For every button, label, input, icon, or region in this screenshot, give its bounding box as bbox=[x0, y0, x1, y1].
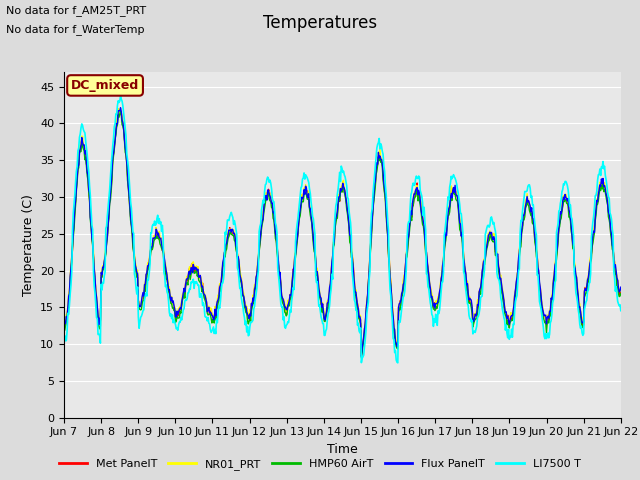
Text: No data for f_AM25T_PRT: No data for f_AM25T_PRT bbox=[6, 5, 147, 16]
Text: Temperatures: Temperatures bbox=[263, 14, 377, 33]
X-axis label: Time: Time bbox=[327, 443, 358, 456]
Text: No data for f_WaterTemp: No data for f_WaterTemp bbox=[6, 24, 145, 35]
Legend: Met PanelT, NR01_PRT, HMP60 AirT, Flux PanelT, LI7500 T: Met PanelT, NR01_PRT, HMP60 AirT, Flux P… bbox=[55, 455, 585, 474]
Y-axis label: Temperature (C): Temperature (C) bbox=[22, 194, 35, 296]
Text: DC_mixed: DC_mixed bbox=[71, 79, 139, 92]
